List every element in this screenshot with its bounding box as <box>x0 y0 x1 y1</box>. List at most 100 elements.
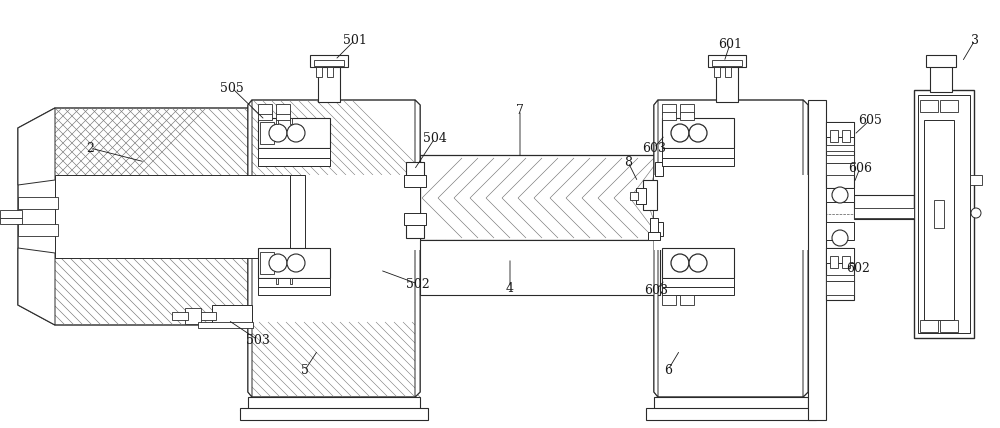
Circle shape <box>689 254 707 272</box>
Bar <box>252 175 420 250</box>
Bar <box>830 130 838 142</box>
Bar <box>712 60 742 66</box>
Bar <box>930 62 952 92</box>
Text: 5: 5 <box>301 363 309 377</box>
Bar <box>716 60 738 102</box>
Bar <box>826 122 854 174</box>
Bar <box>662 148 734 158</box>
Circle shape <box>832 187 848 203</box>
Bar <box>327 67 333 77</box>
Bar <box>662 118 734 148</box>
Bar <box>854 208 914 218</box>
Text: 6: 6 <box>664 363 672 377</box>
Bar <box>258 287 330 295</box>
Polygon shape <box>803 100 808 397</box>
Bar <box>934 200 944 228</box>
Bar <box>643 180 657 210</box>
Circle shape <box>671 254 689 272</box>
Bar <box>290 175 305 258</box>
Bar <box>404 175 426 187</box>
Bar <box>172 312 188 320</box>
Text: 3: 3 <box>971 33 979 47</box>
Bar <box>680 104 694 114</box>
Bar <box>260 122 274 144</box>
Bar <box>260 252 274 274</box>
Bar <box>714 67 720 77</box>
Bar <box>826 188 854 202</box>
Bar <box>198 312 216 320</box>
Circle shape <box>832 230 848 246</box>
Bar <box>420 240 660 295</box>
Bar <box>826 275 854 281</box>
Bar <box>826 145 854 151</box>
Text: 2: 2 <box>86 142 94 155</box>
Bar <box>630 192 638 200</box>
Bar <box>650 218 658 236</box>
Bar <box>418 222 424 236</box>
Text: 4: 4 <box>506 282 514 294</box>
Bar <box>830 256 838 268</box>
Bar <box>842 256 850 268</box>
Circle shape <box>671 124 689 142</box>
Bar <box>680 295 694 305</box>
Bar <box>276 112 290 120</box>
Bar <box>406 218 424 238</box>
Bar <box>826 248 854 263</box>
Bar <box>662 158 734 166</box>
Bar <box>248 397 420 411</box>
Text: 8: 8 <box>624 155 632 169</box>
Circle shape <box>689 124 707 142</box>
Bar <box>276 104 290 114</box>
Bar <box>0 218 22 224</box>
Text: 603: 603 <box>642 142 666 155</box>
Text: 502: 502 <box>406 277 430 291</box>
Bar <box>662 112 676 120</box>
Polygon shape <box>18 108 55 185</box>
Bar <box>842 130 850 142</box>
Bar <box>406 162 424 182</box>
Bar <box>662 295 676 305</box>
Bar <box>708 55 746 67</box>
Polygon shape <box>248 100 252 397</box>
Polygon shape <box>18 108 305 325</box>
Bar <box>826 248 854 300</box>
Bar <box>826 222 854 240</box>
Bar <box>258 278 330 288</box>
Text: 505: 505 <box>220 81 244 95</box>
Bar <box>920 320 938 332</box>
Bar <box>808 100 826 420</box>
Bar <box>276 278 278 284</box>
Circle shape <box>269 124 287 142</box>
Bar <box>212 305 252 327</box>
Bar <box>826 174 854 188</box>
Bar <box>914 90 974 338</box>
Bar <box>290 118 292 124</box>
Bar <box>826 122 854 137</box>
Bar <box>662 278 734 288</box>
Bar <box>276 118 278 124</box>
Text: 504: 504 <box>423 131 447 145</box>
Polygon shape <box>654 100 658 397</box>
Bar <box>418 162 424 176</box>
Bar <box>0 210 22 218</box>
Polygon shape <box>248 100 420 397</box>
Bar <box>314 60 344 66</box>
Bar <box>636 188 646 204</box>
Bar <box>854 195 914 219</box>
Bar <box>240 408 428 420</box>
Bar <box>198 322 253 328</box>
Circle shape <box>269 254 287 272</box>
Bar <box>970 175 982 185</box>
Bar <box>940 320 958 332</box>
Bar <box>725 67 731 77</box>
Text: 601: 601 <box>718 38 742 51</box>
Text: 603: 603 <box>644 283 668 297</box>
Text: 606: 606 <box>848 161 872 175</box>
Bar <box>258 248 330 278</box>
Bar <box>924 120 954 320</box>
Bar <box>940 100 958 112</box>
Bar <box>55 175 290 258</box>
Bar <box>918 95 970 333</box>
Polygon shape <box>18 248 55 325</box>
Text: 501: 501 <box>343 33 367 47</box>
